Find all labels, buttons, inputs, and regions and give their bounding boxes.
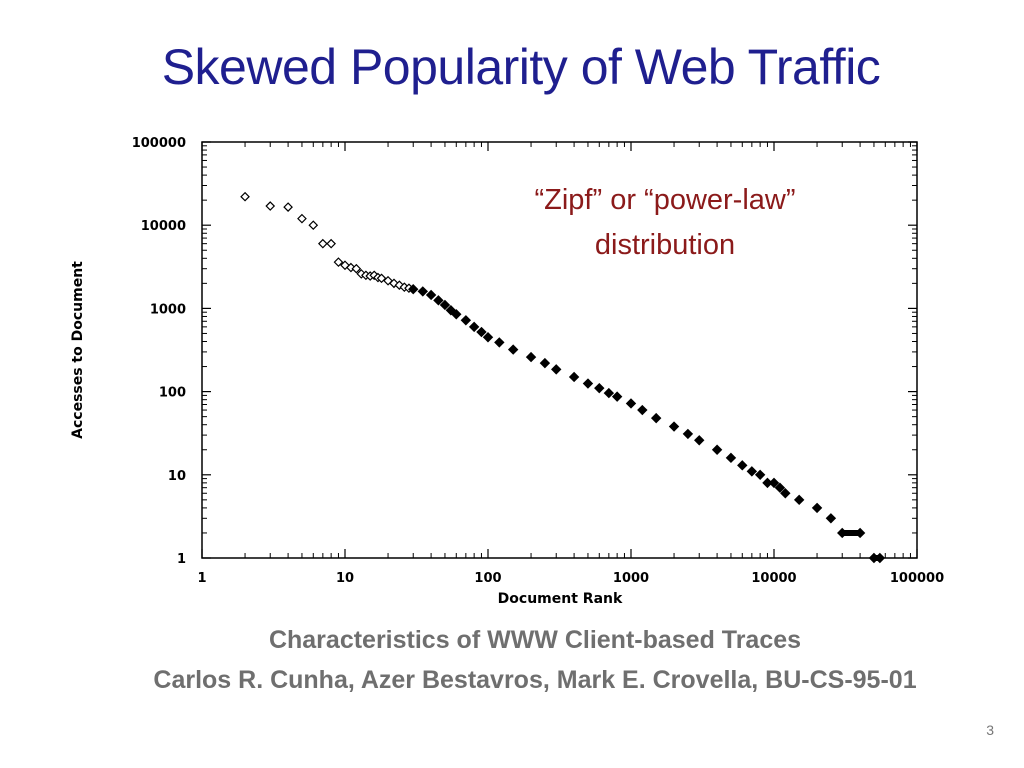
data-point: [625, 398, 637, 409]
data-point: [825, 513, 837, 524]
data-point: [376, 273, 387, 284]
data-point: [754, 469, 766, 481]
data-point: [774, 482, 786, 493]
y-axis-label: Accesses to Document: [70, 261, 86, 439]
x-tick-label: 100: [474, 571, 501, 586]
data-point: [494, 337, 505, 348]
data-point: [333, 257, 344, 267]
data-point: [433, 295, 444, 306]
y-tick-label: 100: [159, 386, 186, 401]
data-point: [425, 289, 437, 301]
data-point: [682, 428, 694, 440]
accesses-vs-rank-chart: 1 10 100 1000 10000 100000 1 10 100 1000 10000 1000…: [70, 136, 944, 607]
x-tick-label: 1000: [613, 571, 649, 586]
data-point: [694, 435, 705, 446]
data-point: [811, 502, 823, 514]
citation: Characteristics of WWW Client-based Trac…: [0, 620, 1024, 700]
page-number: 3: [986, 722, 994, 738]
y-tick-label: 100000: [132, 136, 186, 151]
y-tick-label: 10000: [141, 219, 186, 234]
data-point: [482, 332, 494, 343]
data-point: [265, 201, 276, 211]
plot-frame: [201, 141, 918, 559]
citation-authors: Carlos R. Cunha, Azer Bestavros, Mark E.…: [153, 666, 917, 694]
x-axis-label: Document Rank: [498, 591, 623, 607]
data-point: [637, 404, 648, 416]
data-point: [603, 387, 615, 399]
data-point: [417, 286, 429, 297]
data-point: [507, 344, 519, 355]
data-point: [611, 391, 623, 402]
data-point: [582, 378, 594, 389]
y-tick-label: 1000: [150, 302, 186, 317]
zipf-annotation: “Zipf” or “power-law” distribution: [470, 178, 860, 268]
annotation-line-2: distribution: [594, 229, 736, 261]
data-point: [568, 371, 580, 383]
data-point: [737, 460, 748, 471]
data-point: [780, 488, 791, 499]
data-point: [326, 238, 336, 249]
slide-title: Skewed Popularity of Web Traffic: [161, 39, 881, 95]
data-point: [283, 202, 293, 212]
annotation-line-1: “Zipf” or “power-law”: [534, 184, 796, 216]
data-point: [650, 412, 662, 424]
y-tick-label: 10: [168, 469, 186, 484]
data-point: [408, 284, 419, 295]
data-point: [551, 364, 562, 375]
data-point: [746, 466, 758, 477]
data-point: [476, 326, 487, 338]
data-point: [240, 191, 250, 202]
data-point: [525, 351, 537, 363]
data-point: [451, 309, 462, 320]
x-tick-label: 100000: [890, 571, 944, 586]
data-point: [725, 452, 737, 464]
data-point: [468, 321, 480, 333]
data-point: [460, 315, 472, 326]
data-point: [594, 382, 605, 394]
y-tick-label: 1: [177, 552, 186, 567]
data-point: [793, 494, 805, 506]
data-point: [439, 299, 451, 311]
x-tick-label: 10: [336, 571, 354, 586]
data-point: [297, 213, 307, 224]
data-point: [318, 238, 328, 249]
x-tick-label: 1: [197, 571, 206, 586]
data-point: [308, 220, 319, 231]
data-point: [351, 263, 362, 274]
data-point: [668, 421, 680, 432]
citation-paper-title: Characteristics of WWW Client-based Trac…: [268, 626, 802, 654]
x-tick-label: 10000: [751, 571, 796, 586]
data-point: [711, 444, 723, 455]
data-point: [539, 357, 551, 369]
data-point: [768, 477, 780, 489]
